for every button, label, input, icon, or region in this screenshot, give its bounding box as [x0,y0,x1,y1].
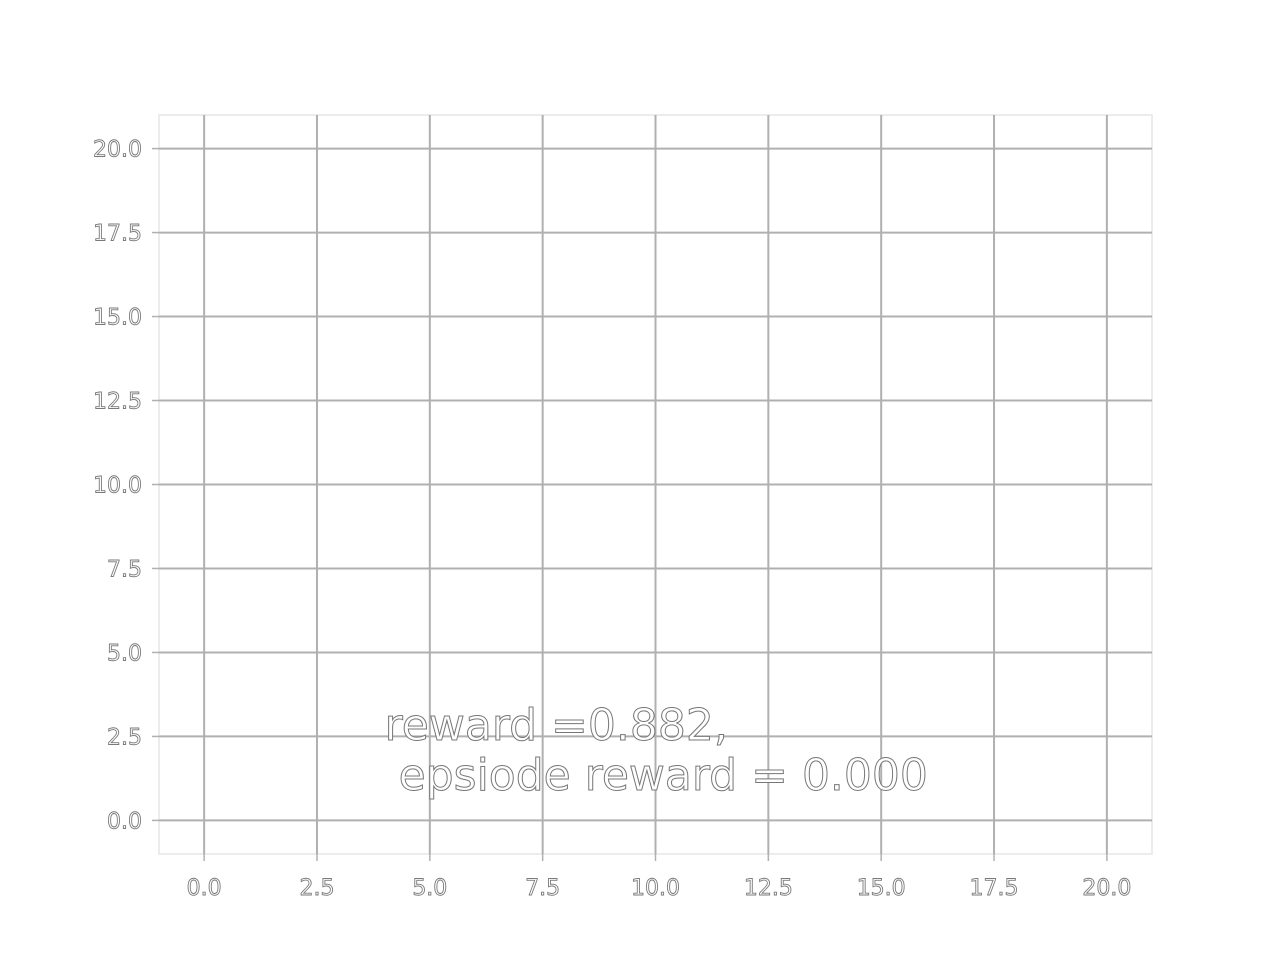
x-tick-label: 5.0 [412,876,447,901]
y-axis-tick-labels: 0.0 2.5 5.0 7.5 10.0 12.5 15.0 17.5 20.0 [93,137,143,835]
reward-annotation: reward =0.882, epsiode reward = 0.000 [385,700,928,801]
x-tick-label: 17.5 [970,876,1019,901]
y-tick-label: 20.0 [93,138,142,163]
x-tick-label: 10.0 [631,876,680,901]
tick-marks [152,147,1108,861]
x-tick-label: 15.0 [857,876,906,901]
y-gridlines [159,147,1152,822]
y-tick-label: 7.5 [107,557,142,582]
y-tick-label: 12.5 [93,390,142,415]
y-tick-label: 10.0 [93,474,142,499]
x-axis-tick-labels: 0.0 2.5 5.0 7.5 10.0 12.5 15.0 17.5 20.0 [186,876,1132,902]
x-tick-label: 2.5 [299,876,334,901]
x-tick-label: 0.0 [187,876,222,901]
reward-annotation-line1: reward =0.882, [385,700,728,751]
reward-annotation-line2: epsiode reward = 0.000 [385,750,928,801]
x-tick-label: 20.0 [1082,876,1131,901]
plot-area: 0.0 2.5 5.0 7.5 10.0 12.5 15.0 17.5 20.0 0.0 2.5 5… [93,114,1153,902]
y-tick-label: 5.0 [107,641,142,666]
y-tick-label: 15.0 [93,306,142,331]
x-tick-label: 12.5 [744,876,793,901]
x-tick-label: 7.5 [525,876,560,901]
y-tick-label: 0.0 [107,809,142,834]
y-tick-label: 17.5 [93,222,142,247]
y-tick-label: 2.5 [107,725,142,750]
